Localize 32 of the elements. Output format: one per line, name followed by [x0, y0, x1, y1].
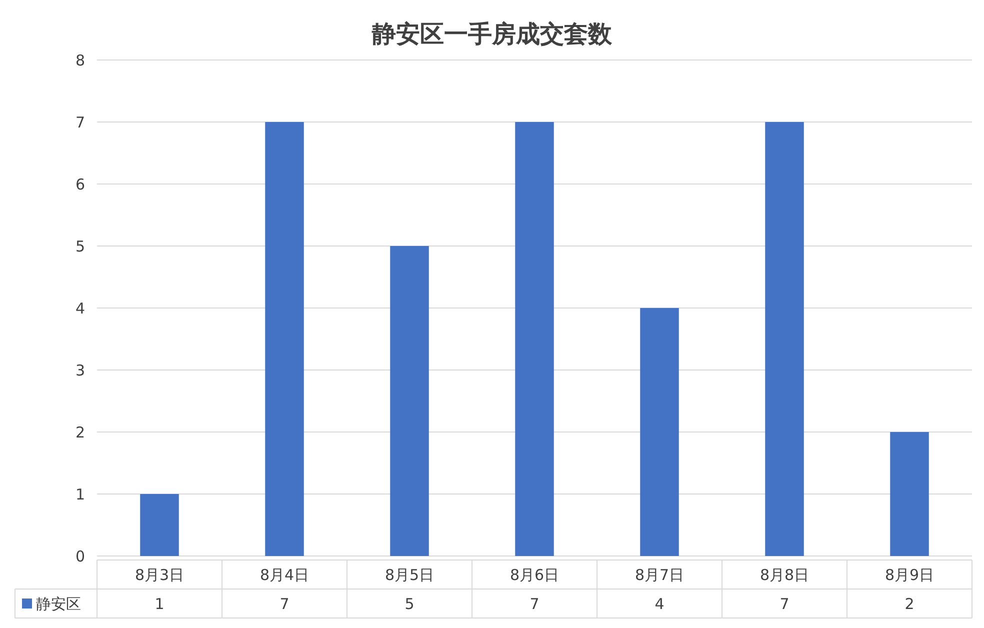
legend-label: 静安区: [36, 594, 81, 613]
x-tick-label: 8月6日: [510, 566, 560, 584]
y-tick-label: 2: [75, 423, 85, 442]
data-label: 7: [780, 594, 790, 613]
x-tick-label: 8月9日: [884, 566, 934, 584]
x-tick-label: 8月3日: [134, 566, 184, 584]
x-tick-label: 8月5日: [384, 566, 434, 584]
bar: [140, 494, 179, 556]
bar: [265, 122, 304, 556]
bar: [765, 122, 804, 556]
data-label: 2: [904, 594, 914, 613]
x-tick-label: 8月8日: [760, 566, 810, 584]
data-label: 7: [530, 594, 540, 613]
y-tick-label: 5: [75, 237, 85, 256]
y-tick-label: 6: [75, 175, 85, 194]
bar: [515, 122, 554, 556]
data-label: 4: [654, 594, 664, 613]
x-tick-label: 8月4日: [260, 566, 310, 584]
y-tick-label: 1: [75, 485, 85, 504]
chart-title: 静安区一手房成交套数: [371, 19, 613, 48]
x-tick-label: 8月7日: [634, 566, 684, 584]
y-tick-label: 3: [75, 361, 85, 380]
y-tick-label: 8: [75, 51, 85, 70]
data-label: 5: [404, 594, 414, 613]
bar: [890, 432, 929, 556]
y-tick-label: 4: [75, 299, 85, 318]
y-tick-label: 7: [75, 113, 85, 132]
bar: [640, 308, 679, 556]
data-label: 1: [154, 594, 164, 613]
data-label: 7: [280, 594, 290, 613]
bar: [390, 246, 429, 556]
y-tick-label: 0: [75, 547, 85, 566]
